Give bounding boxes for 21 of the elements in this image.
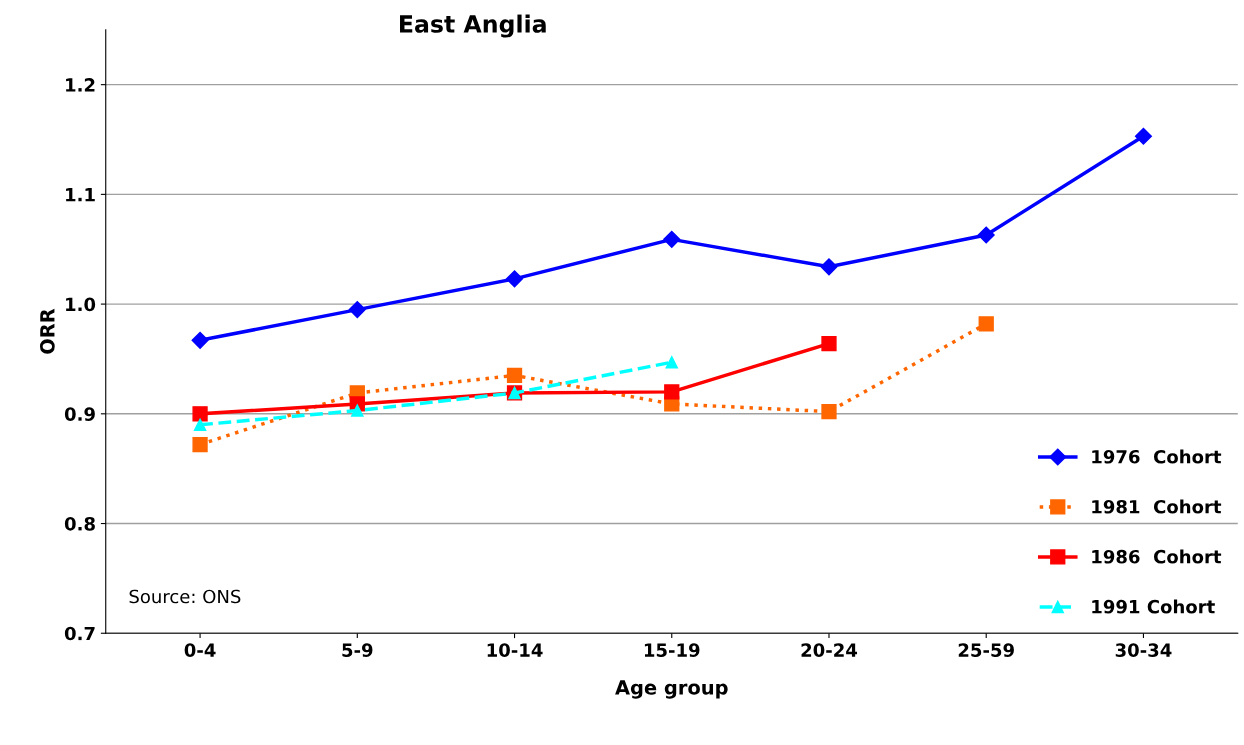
y-tick-label: 1.0 [66, 297, 96, 312]
annotation: Source: ONS [129, 589, 241, 604]
y-tick-label: 1.1 [66, 188, 95, 202]
y-tick-label: 0.8 [64, 516, 95, 531]
x-tick-label: 0-4 [184, 643, 216, 657]
legend-label: 1986 Cohort [1092, 549, 1222, 564]
x-tick-label: 15-19 [644, 643, 700, 657]
x-tick-label: 20-24 [801, 643, 858, 657]
y-tick-label: 0.7 [64, 626, 95, 641]
x-axis-title: Age group [615, 680, 728, 699]
chart-title: East Anglia [400, 14, 546, 38]
y-tick-label: 0.9 [64, 407, 95, 421]
legend-label: 1976 Cohort [1092, 449, 1222, 464]
legend-label: 1991 Cohort [1092, 599, 1215, 614]
x-tick-label: 25-59 [958, 643, 1014, 657]
y-axis-title: ORR [40, 308, 55, 354]
legend-label: 1981 Cohort [1092, 499, 1222, 514]
y-tick-label: 1.2 [66, 78, 95, 92]
x-tick-label: 5-9 [342, 643, 373, 657]
x-tick-label: 30-34 [1115, 643, 1172, 657]
x-tick-label: 10-14 [487, 643, 543, 657]
